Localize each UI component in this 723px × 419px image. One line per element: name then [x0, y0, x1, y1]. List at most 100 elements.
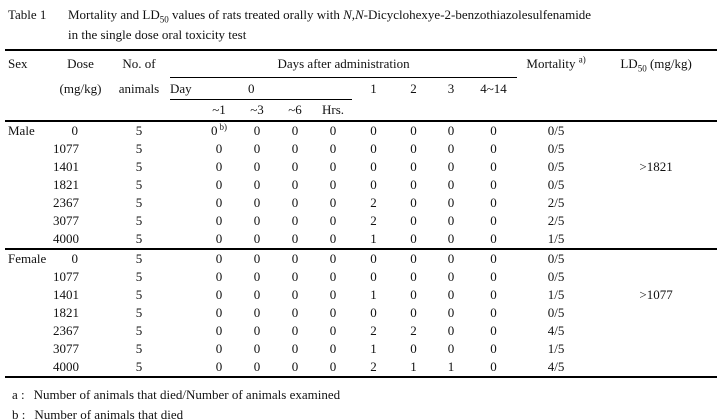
header-row-1: Sex Dose No. of Days after administratio… — [5, 50, 717, 78]
sex-cell — [5, 194, 53, 212]
animals-cell: 5 — [135, 323, 143, 338]
table-row: Female 0 5 0 0 0 0 0 0 0 0 0/5 — [5, 249, 717, 268]
animals-cell: 5 — [135, 287, 143, 302]
value-cell: 0 — [447, 251, 455, 266]
value-cell: 0 — [253, 213, 261, 228]
ld50-cell — [595, 249, 717, 268]
animals-cell: 5 — [135, 251, 143, 266]
header-spacer — [395, 100, 432, 122]
value-cell: 0 — [329, 251, 337, 266]
table-row: Male 0 5 0 b) 0 0 0 0 0 0 0 0/5 — [5, 121, 717, 140]
value-cell: 1 — [370, 341, 377, 356]
animals-cell: 5 — [135, 177, 143, 192]
value-cell: 0 — [447, 287, 455, 302]
header-hour-1: ~1 — [212, 102, 226, 117]
dose-cell: 3077 — [53, 213, 79, 228]
header-day-2: 2 — [410, 80, 417, 96]
caption-line1-mid: values of rats treated orally with — [168, 7, 344, 22]
value-cell: 0 — [447, 177, 455, 192]
footnote-b-label: b : — [12, 407, 26, 419]
mortality-cell: 0/5 — [547, 123, 565, 138]
value-cell: 0 — [447, 305, 455, 320]
dose-cell: 1821 — [53, 177, 79, 192]
value-cell: 0 — [253, 269, 261, 284]
table-row: 1077 5 0 0 0 0 0 0 0 0 0/5 — [5, 268, 717, 286]
footnote-b-text: Number of animals that died — [34, 407, 184, 419]
ld50-cell — [595, 322, 717, 340]
value-cell: 1 — [447, 359, 455, 374]
value-cell: 0 — [253, 177, 261, 192]
table-body: Male 0 5 0 b) 0 0 0 0 0 0 0 0/5 1077 5 0 0 0 0 0 0 0 0 0/5 1401 5… — [5, 121, 718, 377]
value-cell: 0 — [253, 251, 261, 266]
value-cell: 2 — [370, 213, 377, 228]
value-cell: 0 — [215, 341, 223, 356]
header-hour-3: ~3 — [250, 102, 264, 117]
value-cell: 0 — [447, 213, 455, 228]
value-cell: 0 — [253, 359, 261, 374]
day-spacer-cell — [170, 230, 200, 250]
table-row: 4000 5 0 0 0 0 1 0 0 0 1/5 — [5, 230, 718, 250]
value-cell: 0 — [215, 269, 223, 284]
ld50-cell — [595, 212, 717, 230]
value-cell: 0 — [329, 141, 337, 156]
animals-cell: 5 — [135, 123, 143, 138]
value-cell: 0 — [215, 287, 223, 302]
value-cell: 0 — [291, 195, 299, 210]
value-cell: 0 — [410, 305, 417, 320]
value-cell: 0 — [215, 141, 223, 156]
value-cell: 0 — [410, 123, 417, 138]
table-row: 2367 5 0 0 0 0 2 0 0 0 2/5 — [5, 194, 717, 212]
value-cell: 0 — [329, 305, 337, 320]
value-cell: 0 — [410, 213, 417, 228]
sex-cell: Male — [8, 123, 35, 138]
header-ld50-subscript: 50 — [637, 63, 647, 74]
caption-line-1: Mortality and LD50 values of rats treate… — [68, 5, 723, 25]
value-cell: 0 — [490, 359, 497, 374]
dose-cell: 0 — [71, 251, 79, 266]
mortality-cell: 0/5 — [547, 177, 565, 192]
value-cell: 0 — [329, 213, 337, 228]
dose-cell: 3077 — [53, 341, 79, 356]
header-spacer — [53, 100, 108, 122]
table-row: 1821 5 0 0 0 0 0 0 0 0 0/5 — [5, 176, 717, 194]
header-spacer — [170, 100, 200, 122]
value-cell: 0 — [253, 323, 261, 338]
header-animals-line1: No. of — [122, 56, 156, 72]
dose-cell: 0 — [71, 123, 79, 138]
dose-cell: 4000 — [53, 230, 108, 250]
footnote-b: b : Number of animals that died — [12, 405, 723, 419]
value-cell: 0 — [490, 305, 497, 320]
header-spacer — [432, 100, 470, 122]
value-cell: 0 — [447, 123, 455, 138]
mortality-cell: 1/5 — [547, 287, 565, 302]
value-cell: 0 — [410, 269, 417, 284]
sex-cell — [5, 358, 53, 377]
footnote-marker-b-ref: b) — [219, 121, 228, 132]
value-cell: 0 — [370, 269, 377, 284]
table-caption-label: Table 1 — [8, 7, 47, 22]
day-spacer-cell — [170, 249, 200, 268]
mortality-cell: 0/5 — [547, 159, 565, 174]
header-day-label: Day — [170, 77, 200, 100]
animals-cell: 5 — [135, 305, 143, 320]
header-mortality: Mortality a) — [517, 50, 595, 121]
day-spacer-cell — [170, 176, 200, 194]
sex-cell — [5, 158, 53, 176]
dose-cell: 2367 — [53, 195, 79, 210]
footnote-a: a : Number of animals that died/Number of… — [12, 385, 723, 405]
ld50-cell — [595, 358, 717, 377]
value-cell: 0 — [470, 230, 518, 250]
sex-cell — [5, 286, 53, 304]
table-row: 1401 5 0 0 0 0 0 0 0 0 0/5 >1821 — [5, 158, 717, 176]
value-cell: 0 — [276, 230, 314, 250]
value-cell: 0 — [291, 123, 299, 138]
header-spacer — [352, 100, 395, 122]
mortality-cell: 0/5 — [547, 305, 565, 320]
value-cell: 2 — [410, 323, 417, 338]
caption-chemical-prefix: N,N — [343, 7, 364, 22]
value-cell: 0 — [490, 159, 497, 174]
table-row: 1821 5 0 0 0 0 0 0 0 0 0/5 — [5, 304, 717, 322]
day-spacer-cell — [170, 358, 200, 377]
value-cell: 0 — [490, 341, 497, 356]
value-cell: 0 — [253, 305, 261, 320]
